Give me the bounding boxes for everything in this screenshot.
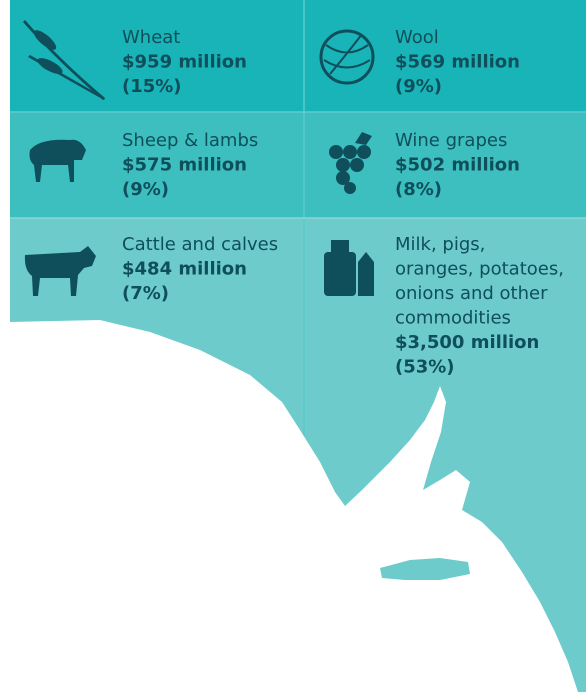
item-label: Wheat [122, 27, 180, 48]
item-value: $575 million [122, 155, 247, 176]
item-value: $3,500 million [395, 332, 539, 353]
wool-icon [319, 29, 375, 85]
kangaroo-island [380, 558, 470, 580]
item-value: $484 million [122, 259, 247, 280]
row-2 [10, 112, 586, 218]
sheep-icon [29, 139, 86, 182]
item-label: Cattle and calves [122, 234, 278, 255]
map-coastline [10, 320, 578, 692]
item-label: commodities [395, 308, 511, 329]
item-label: Wool [395, 27, 439, 48]
milk-icon [324, 240, 374, 296]
item-share: (9%) [122, 179, 169, 200]
item-share: (53%) [395, 357, 455, 378]
item-value: $502 million [395, 155, 520, 176]
item-label: Wine grapes [395, 130, 507, 151]
item-label: oranges, potatoes, [395, 259, 564, 280]
wheat-icon [23, 20, 105, 100]
item-label: Sheep & lambs [122, 130, 258, 151]
item-share: (7%) [122, 283, 169, 304]
row-1 [10, 0, 586, 112]
item-share: (9%) [395, 76, 442, 97]
cattle-icon [24, 246, 97, 296]
item-value: $569 million [395, 52, 520, 73]
item-label: Milk, pigs, [395, 234, 485, 255]
item-value: $959 million [122, 52, 247, 73]
item-label: onions and other [395, 283, 548, 304]
grapes-icon [329, 132, 372, 194]
item-share: (8%) [395, 179, 442, 200]
item-share: (15%) [122, 76, 182, 97]
